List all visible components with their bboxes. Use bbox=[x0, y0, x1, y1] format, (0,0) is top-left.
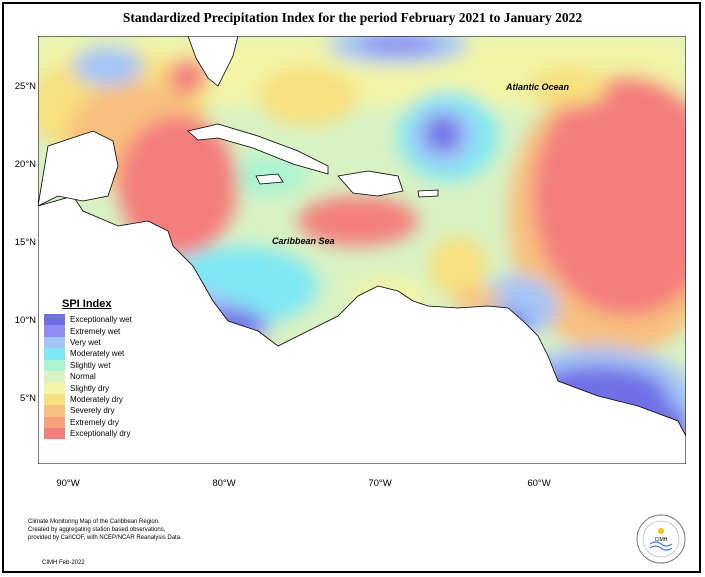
legend-label: Moderately dry bbox=[70, 394, 123, 404]
lon-tick: 60°W bbox=[527, 478, 551, 489]
legend-swatch bbox=[44, 382, 65, 394]
legend-swatch bbox=[44, 370, 65, 383]
legend-label: Extremely wet bbox=[70, 326, 121, 336]
atlantic-ocean-label: Atlantic Ocean bbox=[505, 82, 570, 92]
lon-tick: 90°W bbox=[56, 478, 80, 489]
legend-title: SPI Index bbox=[62, 298, 112, 310]
lat-tick: 10°N bbox=[14, 315, 36, 326]
legend-item: Moderately dry bbox=[44, 393, 164, 406]
note-line: Created by aggregating station based obs… bbox=[28, 527, 166, 533]
lat-tick: 20°N bbox=[14, 159, 36, 170]
legend-label: Very wet bbox=[70, 337, 101, 347]
legend-item: Moderately wet bbox=[44, 348, 164, 360]
legend-swatch bbox=[44, 359, 65, 371]
legend-swatch bbox=[44, 325, 65, 337]
legend-item: Slightly dry bbox=[44, 382, 164, 394]
legend-item: Severely dry bbox=[44, 405, 164, 417]
legend-item: Exceptionally dry bbox=[44, 427, 164, 440]
legend-label: Exceptionally wet bbox=[70, 315, 132, 325]
legend-swatch bbox=[44, 336, 65, 349]
legend-label: Moderately wet bbox=[70, 349, 125, 359]
legend-swatch bbox=[44, 348, 65, 360]
legend-swatch bbox=[44, 405, 65, 417]
map-credit: CIMH Feb-2022 bbox=[42, 560, 85, 566]
legend-label: Severely dry bbox=[70, 406, 115, 416]
legend-rows: Exceptionally wet Extremely wet Very wet Mo… bbox=[44, 314, 164, 440]
legend-swatch bbox=[44, 314, 65, 326]
legend-item: Normal bbox=[44, 370, 164, 383]
map-title: Standardized Precipitation Index for the… bbox=[122, 10, 583, 25]
legend-label: Extremely dry bbox=[70, 417, 119, 427]
legend-swatch bbox=[44, 416, 65, 428]
legend-swatch bbox=[44, 393, 65, 406]
legend-item: Extremely wet bbox=[44, 325, 164, 337]
caribbean-sea-label: Caribbean Sea bbox=[272, 236, 335, 246]
note-line: Climate Monitoring Map of the Caribbean … bbox=[28, 519, 160, 525]
spi-legend: SPI Index Exceptionally wet Extremely wet… bbox=[44, 298, 164, 440]
legend-label: Slightly wet bbox=[70, 360, 111, 370]
legend-label: Normal bbox=[70, 372, 96, 382]
legend-swatch bbox=[44, 427, 65, 440]
lat-tick: 15°N bbox=[14, 237, 36, 248]
lon-tick: 80°W bbox=[212, 478, 236, 489]
spi-map: Atlantic Ocean Caribbean Sea bbox=[38, 36, 686, 464]
cimh-logo: CIMH bbox=[636, 514, 686, 564]
legend-item: Exceptionally wet bbox=[44, 314, 164, 326]
legend-item: Slightly wet bbox=[44, 359, 164, 371]
legend-label: Slightly dry bbox=[70, 383, 110, 393]
legend-item: Extremely dry bbox=[44, 416, 164, 428]
lat-tick: 5°N bbox=[20, 393, 36, 404]
legend-item: Very wet bbox=[44, 336, 164, 349]
lon-tick: 70°W bbox=[368, 478, 392, 489]
map-description: Climate Monitoring Map of the Caribbean … bbox=[28, 518, 218, 542]
note-line: provided by CariCOF, with NCEP/NCAR Rean… bbox=[28, 535, 182, 541]
svg-text:CIMH: CIMH bbox=[655, 537, 668, 543]
legend-label: Exceptionally dry bbox=[70, 429, 131, 439]
lat-tick: 25°N bbox=[14, 81, 36, 92]
